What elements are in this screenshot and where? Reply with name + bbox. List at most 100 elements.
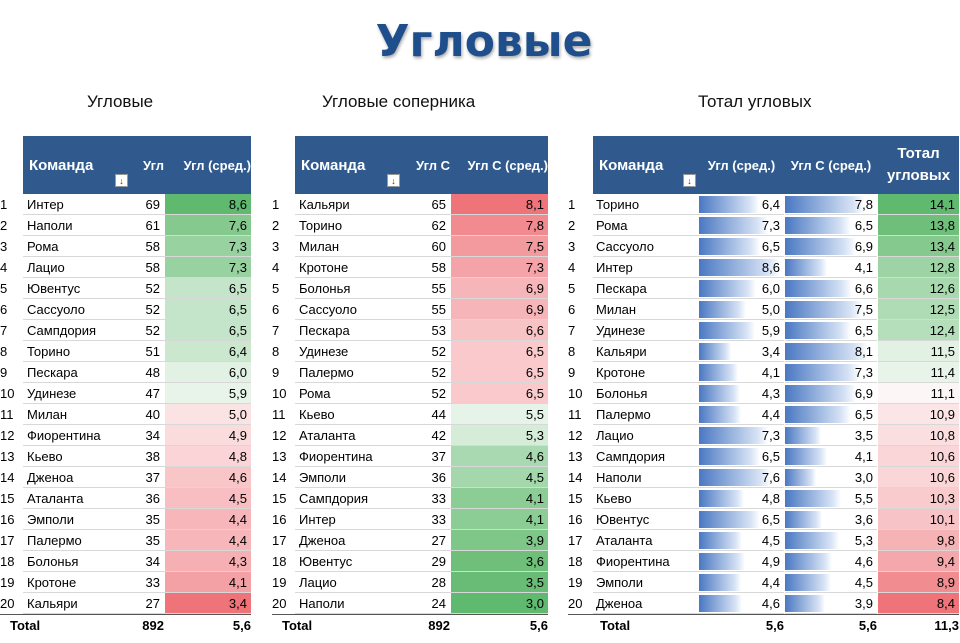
row-rank: 20 xyxy=(272,596,287,611)
team-name: Лацио xyxy=(23,257,165,278)
against-avg-value: 3,0 xyxy=(854,470,873,485)
table-row: Интер 69 8,6 xyxy=(23,194,251,215)
for-avg-bar xyxy=(699,364,738,381)
page-title: Угловые xyxy=(375,16,593,67)
row-rank: 10 xyxy=(272,386,287,401)
for-avg-value: 4,6 xyxy=(761,596,780,611)
total-cell: 12,8 xyxy=(878,257,959,278)
row-rank: 7 xyxy=(0,323,8,338)
value-cell: 35 xyxy=(119,530,164,551)
table-row: Рома 52 6,5 xyxy=(295,383,548,404)
total-label: Total xyxy=(282,618,313,633)
table-row: Кротоне 58 7,3 xyxy=(295,257,548,278)
avg-cell: 5,9 xyxy=(165,383,251,404)
value-cell: 36 xyxy=(119,488,164,509)
for-avg-bar xyxy=(699,301,746,318)
against-avg-value: 6,6 xyxy=(854,281,873,296)
for-avg-value: 6,4 xyxy=(761,197,780,212)
row-rank: 8 xyxy=(0,344,8,359)
team-name: Милан xyxy=(295,236,451,257)
opponent-section-title: Угловые соперника xyxy=(322,92,476,111)
sort-filter-button[interactable]: ↓ xyxy=(683,174,696,187)
sort-filter-button[interactable]: ↓ xyxy=(387,174,400,187)
against-avg-cell: 3,9 xyxy=(785,593,877,614)
team-name: Пескара xyxy=(593,278,699,299)
table-row: Аталанта 36 4,5 xyxy=(23,488,251,509)
against-avg-cell: 4,6 xyxy=(785,551,877,572)
for-avg-bar xyxy=(699,532,742,549)
avg-cell: 3,5 xyxy=(451,572,548,593)
table-row: Аталанта 42 5,3 xyxy=(295,425,548,446)
value-cell: 52 xyxy=(400,383,450,404)
value-cell: 34 xyxy=(119,425,164,446)
row-rank: 14 xyxy=(272,470,287,485)
against-avg-bar xyxy=(785,343,868,360)
team-name: Наполи xyxy=(23,215,165,236)
total-value: 892 xyxy=(142,618,164,633)
row-rank: 11 xyxy=(0,407,14,422)
row-rank: 19 xyxy=(568,575,583,590)
table-row: Сассуоло 6,5 6,9 13,4 xyxy=(593,236,959,257)
corners-section-title: Угловые xyxy=(87,92,154,111)
table-row: Болонья 34 4,3 xyxy=(23,551,251,572)
avg-cell: 4,6 xyxy=(451,446,548,467)
against-avg-bar xyxy=(785,217,851,234)
against-avg-cell: 6,5 xyxy=(785,215,877,236)
table-row: Фиорентина 34 4,9 xyxy=(23,425,251,446)
against-avg-cell: 4,1 xyxy=(785,257,877,278)
team-name: Аталанта xyxy=(23,488,165,509)
table-header: Команда ↓ Угл С Угл С (сред.) xyxy=(295,136,548,194)
for-avg-bar xyxy=(699,490,744,507)
team-name: Удинезе xyxy=(593,320,699,341)
for-avg-value: 4,5 xyxy=(761,533,780,548)
row-rank: 6 xyxy=(0,302,8,317)
total-avg: 5,6 xyxy=(529,618,548,633)
team-name: Сампдория xyxy=(593,446,699,467)
table-row: Эмполи 35 4,4 xyxy=(23,509,251,530)
table-row: Рома 58 7,3 xyxy=(23,236,251,257)
table-row: Кротоне 33 4,1 xyxy=(23,572,251,593)
row-rank: 10 xyxy=(0,386,15,401)
team-name: Интер xyxy=(295,509,451,530)
value-cell: 48 xyxy=(119,362,164,383)
total-row: Total 892 5,6 xyxy=(0,614,251,637)
for-avg-bar xyxy=(699,238,760,255)
sort-filter-button[interactable]: ↓ xyxy=(115,174,128,187)
row-rank: 7 xyxy=(272,323,280,338)
team-name: Ювентус xyxy=(295,551,451,572)
team-name: Фиорентина xyxy=(593,551,699,572)
table-row: Рома 7,3 6,5 13,8 xyxy=(593,215,959,236)
for-avg-value: 4,3 xyxy=(761,386,780,401)
table-row: Кьево 38 4,8 xyxy=(23,446,251,467)
table-row: Палермо 35 4,4 xyxy=(23,530,251,551)
header-total: Тотал угловых xyxy=(878,136,959,194)
avg-cell: 6,5 xyxy=(165,299,251,320)
value-cell: 27 xyxy=(119,593,164,614)
table-row: Лацио 7,3 3,5 10,8 xyxy=(593,425,959,446)
for-avg-bar xyxy=(699,448,760,465)
avg-cell: 6,6 xyxy=(451,320,548,341)
for-avg-bar xyxy=(699,427,768,444)
against-avg-bar xyxy=(785,595,825,612)
avg-cell: 8,6 xyxy=(165,194,251,215)
against-avg-value: 6,5 xyxy=(854,323,873,338)
row-rank: 6 xyxy=(568,302,576,317)
row-rank: 15 xyxy=(272,491,287,506)
row-rank: 20 xyxy=(0,596,15,611)
value-cell: 35 xyxy=(119,509,164,530)
team-name: Ювентус xyxy=(593,509,699,530)
table-row: Пескара 6,0 6,6 12,6 xyxy=(593,278,959,299)
avg-cell: 7,3 xyxy=(451,257,548,278)
avg-cell: 5,3 xyxy=(451,425,548,446)
header-for-avg: Угл (сред.) xyxy=(707,157,776,173)
for-avg-cell: 6,4 xyxy=(699,194,784,215)
value-cell: 34 xyxy=(119,551,164,572)
row-rank: 9 xyxy=(0,365,8,380)
row-rank: 4 xyxy=(568,260,576,275)
avg-cell: 7,8 xyxy=(451,215,548,236)
row-rank: 1 xyxy=(568,197,576,212)
against-avg-cell: 6,5 xyxy=(785,320,877,341)
against-avg-bar xyxy=(785,511,822,528)
avg-cell: 7,5 xyxy=(451,236,548,257)
value-cell: 55 xyxy=(400,278,450,299)
